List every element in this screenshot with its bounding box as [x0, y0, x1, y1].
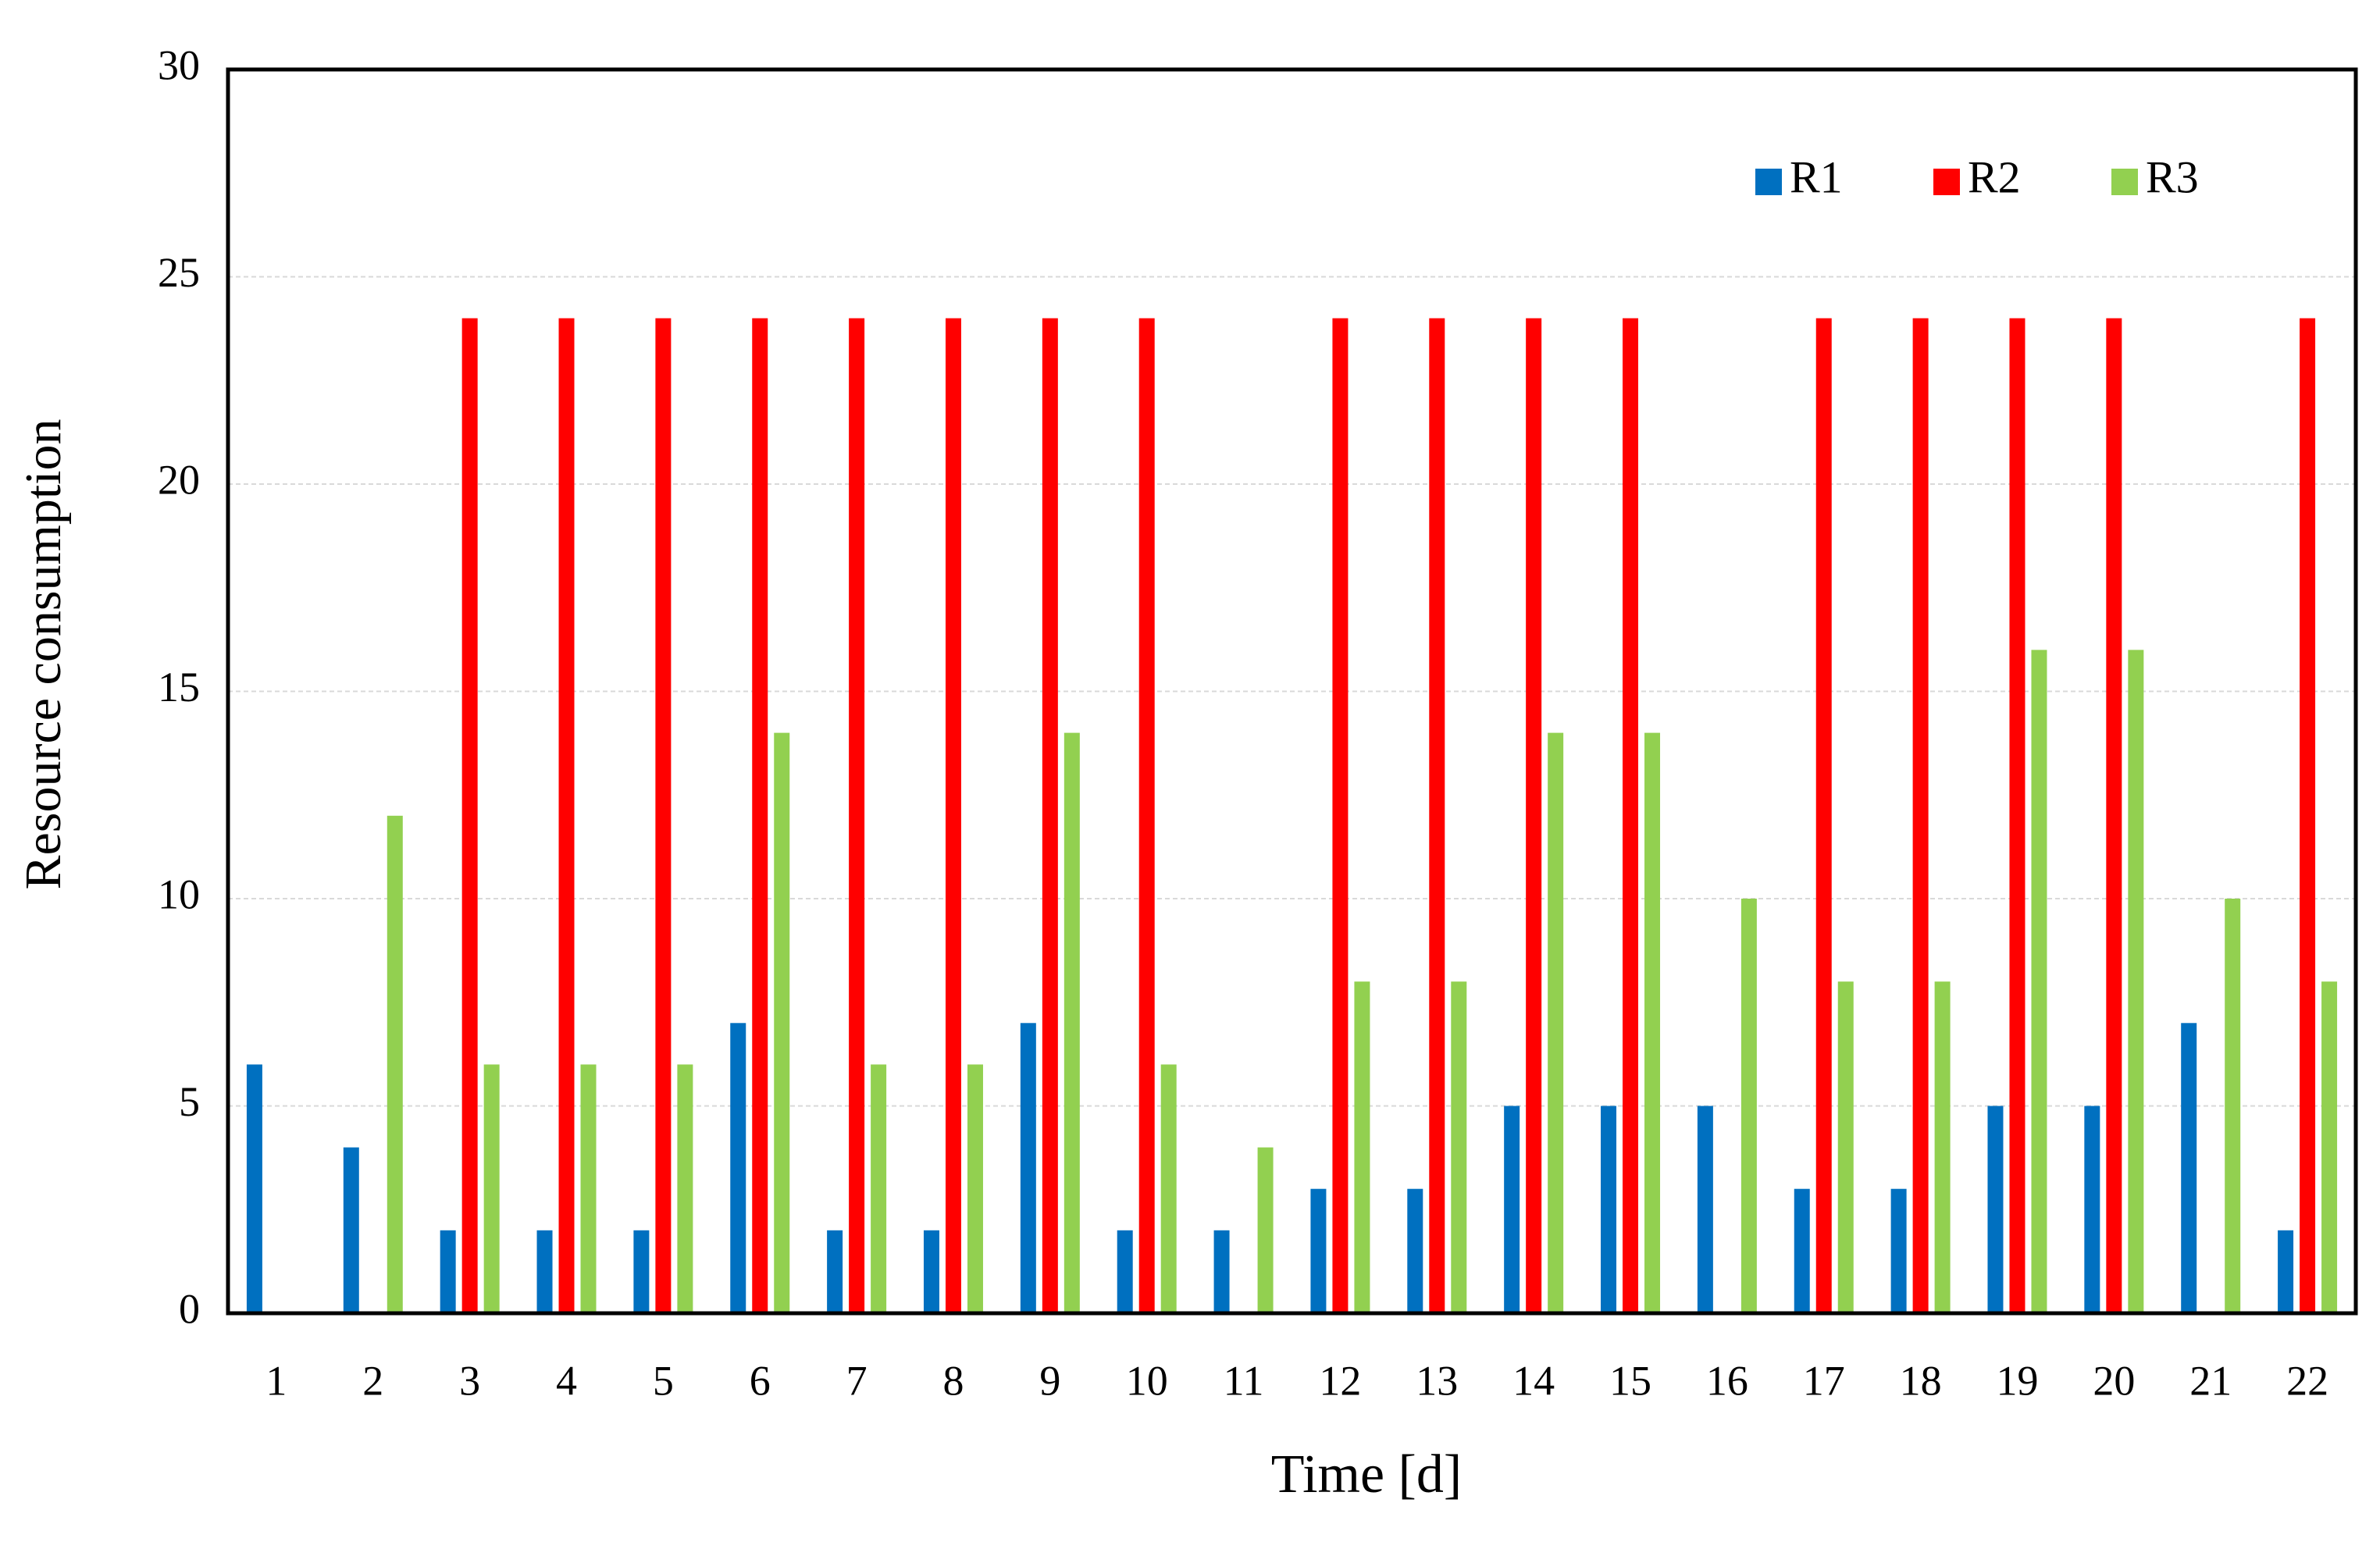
- bar: [1064, 732, 1080, 1313]
- legend-swatch: [2111, 169, 2138, 195]
- bar: [1912, 318, 1929, 1314]
- bar: [440, 1230, 456, 1313]
- bar: [2181, 1023, 2197, 1313]
- bar: [1213, 1230, 1230, 1313]
- bar: [1504, 1106, 1520, 1313]
- bar: [2321, 981, 2338, 1313]
- bar: [580, 1064, 597, 1313]
- bar: [246, 1064, 262, 1313]
- x-tick-label: 1: [265, 1357, 287, 1404]
- y-axis-title: Resource consumption: [15, 418, 72, 889]
- bar: [1429, 318, 1445, 1314]
- bar: [387, 815, 403, 1313]
- x-tick-label: 12: [1319, 1357, 1361, 1404]
- bar: [1815, 318, 1832, 1314]
- bar: [2300, 318, 2316, 1314]
- x-tick-label: 10: [1126, 1357, 1168, 1404]
- bar: [2031, 650, 2047, 1313]
- y-tick-label: 10: [158, 871, 200, 917]
- bar: [343, 1147, 359, 1313]
- bar: [2009, 318, 2025, 1314]
- bar: [1548, 732, 1564, 1313]
- bar: [1310, 1188, 1327, 1313]
- bar: [461, 318, 478, 1314]
- bar: [1257, 1147, 1274, 1313]
- legend-label: R2: [1968, 151, 2021, 202]
- bar: [2128, 650, 2144, 1313]
- x-tick-label: 2: [362, 1357, 383, 1404]
- bar: [871, 1064, 887, 1313]
- bar: [967, 1064, 983, 1313]
- bar: [1117, 1230, 1133, 1313]
- bar: [1042, 318, 1058, 1314]
- y-tick-label: 25: [158, 249, 200, 296]
- legend-label: R3: [2146, 151, 2199, 202]
- bar: [1644, 732, 1661, 1313]
- x-tick-label: 14: [1512, 1357, 1555, 1404]
- bar: [1020, 1023, 1036, 1313]
- x-tick-label: 8: [942, 1357, 964, 1404]
- bar: [1407, 1188, 1423, 1313]
- x-tick-label: 22: [2286, 1357, 2328, 1404]
- x-tick-label: 3: [459, 1357, 480, 1404]
- bar: [655, 318, 672, 1314]
- bar: [536, 1230, 553, 1313]
- x-tick-label: 19: [1996, 1357, 2038, 1404]
- x-tick-label: 20: [2093, 1357, 2135, 1404]
- bar: [2225, 899, 2241, 1313]
- bar: [1601, 1106, 1617, 1313]
- x-tick-label: 7: [846, 1357, 868, 1404]
- bar: [1987, 1106, 2004, 1313]
- bar: [923, 1230, 939, 1313]
- bar: [1934, 981, 1951, 1313]
- bar: [1354, 981, 1370, 1313]
- bar: [677, 1064, 693, 1313]
- bar: [752, 318, 768, 1314]
- bar: [1160, 1064, 1177, 1313]
- x-tick-label: 9: [1039, 1357, 1060, 1404]
- bar: [483, 1064, 500, 1313]
- x-tick-label: 21: [2189, 1357, 2232, 1404]
- x-tick-label: 17: [1803, 1357, 1845, 1404]
- bar: [2278, 1230, 2294, 1313]
- x-tick-label: 6: [750, 1357, 771, 1404]
- bar: [774, 732, 790, 1313]
- x-tick-label: 11: [1224, 1357, 1264, 1404]
- bar: [1740, 899, 1757, 1313]
- y-tick-label: 0: [179, 1285, 200, 1332]
- bar: [558, 318, 575, 1314]
- bar: [1697, 1106, 1713, 1313]
- bar: [945, 318, 961, 1314]
- legend-swatch: [1755, 169, 1782, 195]
- bar: [1526, 318, 1542, 1314]
- plot-frame: [226, 67, 2358, 1316]
- bar: [633, 1230, 650, 1313]
- bar: [1794, 1188, 1810, 1313]
- bar: [1623, 318, 1639, 1314]
- legend-swatch: [1933, 169, 1960, 195]
- y-tick-label: 20: [158, 456, 200, 503]
- bar: [849, 318, 865, 1314]
- bar: [1837, 981, 1854, 1313]
- y-tick-label: 30: [158, 41, 200, 88]
- x-tick-label: 15: [1609, 1357, 1651, 1404]
- x-tick-label: 13: [1416, 1357, 1458, 1404]
- bar: [730, 1023, 746, 1313]
- legend-label: R1: [1790, 151, 1843, 202]
- x-tick-label: 18: [1900, 1357, 1942, 1404]
- bar: [1890, 1188, 1907, 1313]
- x-tick-label: 4: [556, 1357, 577, 1404]
- bar: [1332, 318, 1349, 1314]
- x-axis-title: Time [d]: [1271, 1444, 1462, 1505]
- y-tick-label: 5: [179, 1078, 200, 1125]
- bar: [827, 1230, 843, 1313]
- y-tick-label: 15: [158, 664, 200, 710]
- bar: [1138, 318, 1155, 1314]
- bar: [1451, 981, 1467, 1313]
- x-tick-label: 5: [653, 1357, 674, 1404]
- x-tick-label: 16: [1706, 1357, 1748, 1404]
- bar: [2106, 318, 2122, 1314]
- bar: [2084, 1106, 2100, 1313]
